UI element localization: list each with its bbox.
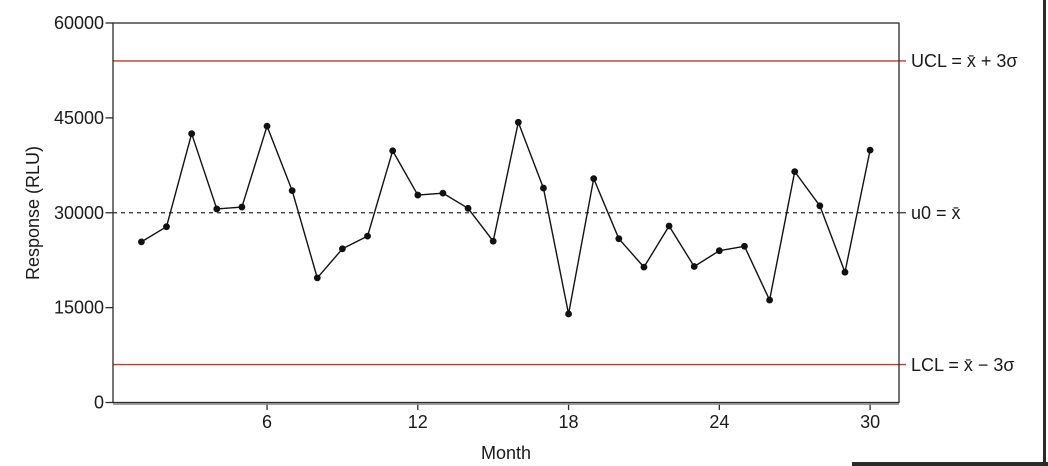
data-point bbox=[615, 235, 623, 243]
data-point bbox=[188, 130, 196, 138]
data-point bbox=[137, 238, 145, 246]
data-point bbox=[540, 184, 547, 192]
data-point bbox=[464, 204, 472, 212]
data-point bbox=[565, 310, 572, 318]
ucl-label: UCL = x̄ + 3σ bbox=[911, 51, 1018, 71]
data-point bbox=[163, 223, 170, 231]
plot-layer: 0 15000 30000 45000 60000 6 12 18 24 30 bbox=[54, 13, 906, 432]
x-tick-label: 6 bbox=[262, 412, 272, 432]
data-point bbox=[514, 118, 522, 126]
data-point bbox=[665, 222, 673, 230]
data-point bbox=[866, 146, 874, 154]
data-point bbox=[766, 296, 773, 304]
series-line bbox=[141, 121, 871, 315]
data-point bbox=[389, 147, 397, 155]
y-tick-label: 30000 bbox=[54, 203, 104, 223]
x-tick-label: 12 bbox=[408, 412, 428, 432]
data-point bbox=[816, 202, 824, 210]
x-axis-title: Month bbox=[481, 443, 531, 463]
y-tick-label: 0 bbox=[94, 393, 104, 413]
data-point bbox=[288, 187, 296, 195]
page-bottom-border bbox=[852, 462, 1048, 466]
y-tick-label: 45000 bbox=[54, 108, 104, 128]
x-tick-label: 24 bbox=[709, 412, 729, 432]
y-axis-title: Response (RLU) bbox=[23, 146, 43, 280]
x-tick-label: 18 bbox=[559, 412, 579, 432]
data-point bbox=[841, 268, 849, 276]
data-point bbox=[741, 242, 748, 250]
y-tick-label: 15000 bbox=[54, 298, 104, 318]
center-line-label: u0 = x̄ bbox=[911, 203, 961, 223]
data-point bbox=[690, 263, 698, 270]
data-point bbox=[489, 237, 497, 245]
x-tick-label: 30 bbox=[860, 412, 880, 432]
data-point bbox=[640, 263, 648, 271]
data-point bbox=[715, 247, 723, 255]
plot-box bbox=[112, 22, 900, 404]
data-point bbox=[439, 189, 447, 197]
data-point bbox=[364, 232, 371, 240]
data-point bbox=[791, 168, 799, 176]
data-point bbox=[414, 191, 422, 199]
data-point bbox=[213, 205, 221, 213]
data-point bbox=[263, 122, 271, 130]
data-point bbox=[590, 175, 598, 182]
lcl-label: LCL = x̄ − 3σ bbox=[911, 355, 1015, 375]
data-point bbox=[339, 245, 346, 253]
data-point bbox=[238, 203, 246, 211]
page-right-border bbox=[1043, 0, 1046, 466]
data-point bbox=[313, 274, 321, 282]
y-tick-label: 60000 bbox=[54, 13, 104, 33]
